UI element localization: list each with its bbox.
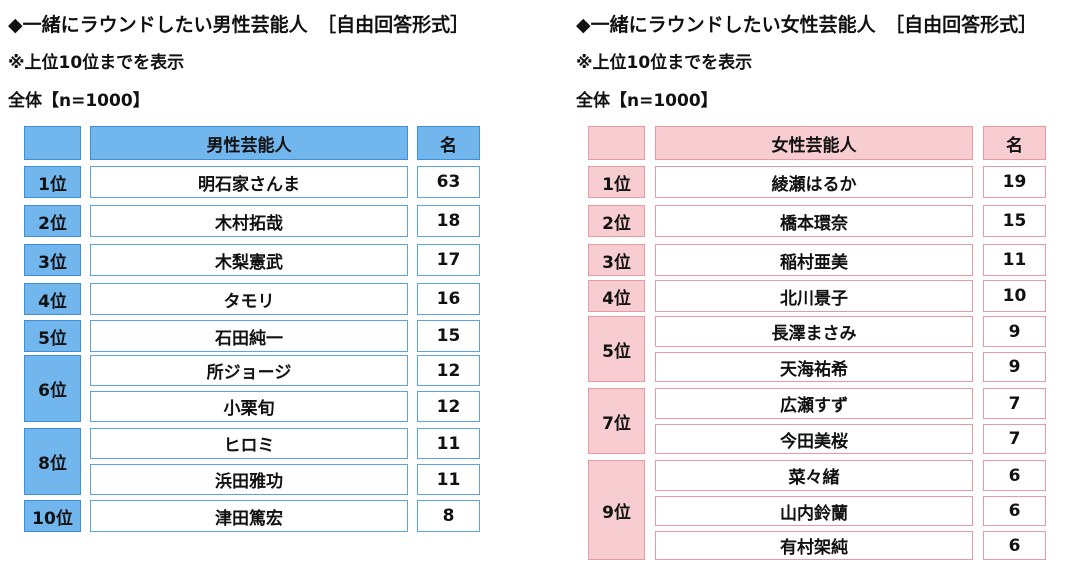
female-name-cell: 有村架純 bbox=[655, 531, 973, 560]
male-rank-cell: 8位 bbox=[24, 428, 81, 495]
male-name-cell: タモリ bbox=[90, 283, 408, 315]
male-count-cell: 17 bbox=[417, 244, 480, 276]
female-count-cell: 10 bbox=[983, 280, 1046, 312]
female-header-rank bbox=[588, 126, 645, 160]
female-count-cell: 7 bbox=[983, 424, 1046, 454]
male-count-cell: 16 bbox=[417, 283, 480, 315]
female-count-cell: 6 bbox=[983, 460, 1046, 491]
male-count-cell: 63 bbox=[417, 166, 480, 198]
female-header-name: 女性芸能人 bbox=[655, 126, 973, 160]
male-name-cell: 津田篤宏 bbox=[90, 500, 408, 532]
female-name-cell: 橋本環奈 bbox=[655, 205, 973, 237]
female-ranking-panel: ◆一緒にラウンドしたい女性芸能人 ［自由回答形式］ ※上位10位までを表示 全体… bbox=[568, 0, 1065, 564]
male-name-cell: 木梨憲武 bbox=[90, 244, 408, 276]
male-count-cell: 11 bbox=[417, 464, 480, 495]
male-header-rank bbox=[24, 126, 81, 160]
female-count-cell: 6 bbox=[983, 496, 1046, 526]
female-name-cell: 菜々緒 bbox=[655, 460, 973, 491]
female-count-cell: 6 bbox=[983, 531, 1046, 560]
male-base: 全体【n=1000】 bbox=[8, 91, 150, 111]
male-name-cell: 木村拓哉 bbox=[90, 205, 408, 237]
female-title: ◆一緒にラウンドしたい女性芸能人 ［自由回答形式］ bbox=[576, 14, 1038, 36]
female-name-cell: 山内鈴蘭 bbox=[655, 496, 973, 526]
female-note: ※上位10位までを表示 bbox=[576, 53, 753, 73]
female-rank-cell: 9位 bbox=[588, 460, 645, 560]
male-title: ◆一緒にラウンドしたい男性芸能人 ［自由回答形式］ bbox=[8, 14, 470, 36]
female-count-cell: 7 bbox=[983, 388, 1046, 419]
female-rank-cell: 4位 bbox=[588, 280, 645, 312]
male-count-cell: 12 bbox=[417, 391, 480, 422]
female-count-cell: 9 bbox=[983, 352, 1046, 382]
female-rank-cell: 5位 bbox=[588, 316, 645, 382]
female-count-cell: 11 bbox=[983, 244, 1046, 276]
male-name-cell: 小栗旬 bbox=[90, 391, 408, 422]
male-ranking-panel: ◆一緒にラウンドしたい男性芸能人 ［自由回答形式］ ※上位10位までを表示 全体… bbox=[0, 0, 520, 564]
female-count-cell: 19 bbox=[983, 166, 1046, 198]
male-rank-cell: 3位 bbox=[24, 244, 81, 276]
female-count-cell: 15 bbox=[983, 205, 1046, 237]
female-name-cell: 北川景子 bbox=[655, 280, 973, 312]
male-rank-cell: 1位 bbox=[24, 166, 81, 198]
male-name-cell: ヒロミ bbox=[90, 428, 408, 459]
male-count-cell: 8 bbox=[417, 500, 480, 532]
female-name-cell: 綾瀬はるか bbox=[655, 166, 973, 198]
male-count-cell: 12 bbox=[417, 355, 480, 386]
male-rank-cell: 5位 bbox=[24, 320, 81, 352]
male-name-cell: 浜田雅功 bbox=[90, 464, 408, 495]
female-name-cell: 今田美桜 bbox=[655, 424, 973, 454]
female-name-cell: 稲村亜美 bbox=[655, 244, 973, 276]
male-name-cell: 石田純一 bbox=[90, 320, 408, 352]
female-rank-cell: 3位 bbox=[588, 244, 645, 276]
male-name-cell: 明石家さんま bbox=[90, 166, 408, 198]
female-name-cell: 広瀬すず bbox=[655, 388, 973, 419]
male-name-cell: 所ジョージ bbox=[90, 355, 408, 386]
male-rank-cell: 10位 bbox=[24, 500, 81, 532]
male-count-cell: 18 bbox=[417, 205, 480, 237]
male-rank-cell: 6位 bbox=[24, 355, 81, 422]
male-rank-cell: 4位 bbox=[24, 283, 81, 315]
female-rank-cell: 7位 bbox=[588, 388, 645, 454]
female-name-cell: 天海祐希 bbox=[655, 352, 973, 382]
male-count-cell: 15 bbox=[417, 320, 480, 352]
female-rank-cell: 1位 bbox=[588, 166, 645, 198]
female-rank-cell: 2位 bbox=[588, 205, 645, 237]
male-header-count: 名 bbox=[417, 126, 480, 160]
female-base: 全体【n=1000】 bbox=[576, 91, 718, 111]
male-rank-cell: 2位 bbox=[24, 205, 81, 237]
female-header-count: 名 bbox=[983, 126, 1046, 160]
male-count-cell: 11 bbox=[417, 428, 480, 459]
male-header-name: 男性芸能人 bbox=[90, 126, 408, 160]
male-note: ※上位10位までを表示 bbox=[8, 53, 185, 73]
female-count-cell: 9 bbox=[983, 316, 1046, 347]
female-name-cell: 長澤まさみ bbox=[655, 316, 973, 347]
